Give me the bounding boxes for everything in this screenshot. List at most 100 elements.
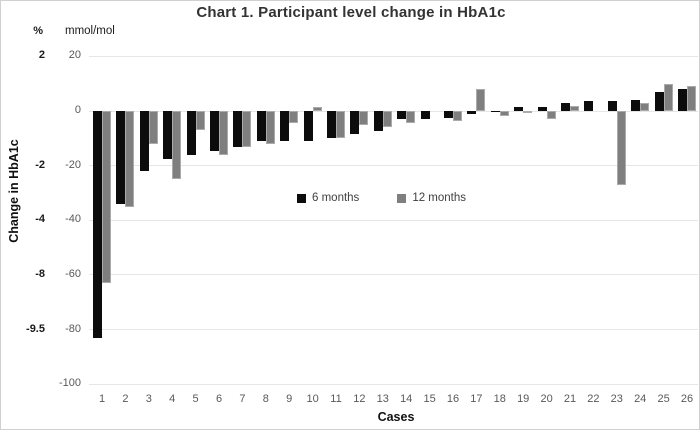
x-tick-case-21: 21 [563, 393, 577, 405]
bar-12-months-case-1 [102, 111, 111, 284]
y-tick-mmol--60: -60 [65, 267, 81, 280]
y-axis-title: Change in HbA1c [7, 139, 21, 243]
bar-12-months-case-21 [570, 105, 579, 111]
bar-12-months-case-20 [546, 111, 556, 120]
y-tick-mmol--40: -40 [65, 213, 81, 226]
bar-6-months-case-6 [210, 111, 219, 151]
y-tick-pct--2: -2 [35, 158, 45, 171]
bar-6-months-case-12 [350, 111, 360, 135]
gridline-20 [89, 55, 698, 57]
bar-12-months-case-11 [336, 111, 345, 139]
x-axis-title: Cases [377, 410, 415, 424]
bar-12-months-case-26 [687, 86, 696, 111]
x-tick-case-26: 26 [680, 393, 694, 405]
bar-6-months-case-2 [116, 111, 126, 204]
y-tick-pct--4: -4 [35, 213, 45, 226]
bar-6-months-case-20 [537, 106, 547, 111]
x-tick-case-25: 25 [657, 393, 670, 405]
y-tick-pct-2: 2 [38, 49, 45, 62]
x-tick-case-19: 19 [517, 393, 530, 405]
y-tick-mmol-20: 20 [68, 49, 81, 62]
y-tick-mmol--20: -20 [65, 158, 81, 171]
bar-6-months-case-19 [514, 106, 524, 111]
x-tick-case-8: 8 [262, 393, 269, 405]
gridline--40 [89, 219, 698, 221]
x-tick-case-20: 20 [540, 393, 553, 405]
gridline-0 [89, 110, 698, 112]
bar-6-months-case-7 [233, 111, 243, 147]
x-tick-case-6: 6 [215, 393, 223, 405]
x-tick-case-7: 7 [239, 393, 246, 405]
legend-swatch-6-months [297, 193, 306, 203]
x-tick-case-9: 9 [286, 393, 293, 405]
bar-6-months-case-13 [373, 111, 383, 132]
bar-12-months-case-12 [359, 111, 369, 125]
bar-6-months-case-16 [444, 111, 453, 118]
bar-6-months-case-25 [654, 91, 664, 111]
x-tick-case-3: 3 [145, 393, 152, 405]
x-tick-case-14: 14 [400, 393, 413, 405]
x-tick-case-23: 23 [610, 393, 623, 405]
bar-6-months-case-21 [561, 102, 570, 111]
legend-label-6-months: 6 months [312, 192, 360, 204]
bar-12-months-case-14 [406, 111, 416, 124]
bar-12-months-case-7 [242, 111, 252, 147]
x-tick-case-18: 18 [493, 393, 506, 405]
bar-12-months-case-5 [195, 111, 205, 131]
y-tick-mmol--100: -100 [58, 377, 81, 390]
bar-12-months-case-2 [125, 111, 135, 207]
bar-12-months-case-23 [616, 111, 626, 185]
bar-6-months-case-1 [93, 111, 102, 338]
x-tick-case-10: 10 [306, 393, 319, 405]
bar-12-months-case-24 [640, 102, 650, 111]
bar-12-months-case-10 [312, 106, 322, 111]
x-tick-case-2: 2 [122, 393, 129, 405]
x-tick-case-16: 16 [446, 393, 460, 405]
y-tick-pct--9.5: -9.5 [26, 322, 45, 335]
legend-swatch-12-months [397, 193, 407, 203]
bar-6-months-case-14 [397, 111, 407, 120]
bar-6-months-case-4 [163, 111, 173, 159]
x-tick-case-4: 4 [169, 393, 176, 405]
y-axis-unit-percent: % [33, 25, 43, 37]
x-tick-case-13: 13 [376, 393, 389, 405]
x-tick-case-11: 11 [330, 393, 342, 405]
x-tick-case-17: 17 [470, 393, 483, 405]
x-tick-case-24: 24 [634, 393, 647, 405]
y-tick-mmol-0: 0 [74, 104, 81, 116]
bar-12-months-case-9 [289, 111, 299, 124]
bar-6-months-case-9 [280, 111, 290, 142]
bar-6-months-case-3 [139, 111, 149, 172]
x-tick-case-22: 22 [587, 393, 600, 405]
bar-12-months-case-25 [663, 83, 673, 111]
legend-item-6-months: 6 months [297, 192, 359, 204]
bar-12-months-case-13 [382, 111, 392, 128]
bar-6-months-case-17 [467, 111, 477, 114]
bar-6-months-case-5 [186, 111, 196, 155]
bar-6-months-case-15 [420, 111, 430, 120]
x-tick-case-5: 5 [192, 393, 199, 405]
x-tick-case-15: 15 [423, 393, 436, 405]
bar-6-months-case-24 [631, 100, 641, 111]
bar-6-months-case-18 [490, 111, 500, 113]
y-axis-unit-mmol: mmol/mol [65, 25, 115, 37]
bar-12-months-case-18 [499, 111, 509, 117]
legend: 6 months 12 months [297, 192, 466, 204]
gridline--100 [89, 383, 698, 385]
gridline--80 [89, 329, 698, 331]
bar-12-months-case-3 [148, 111, 158, 144]
bar-6-months-case-10 [303, 111, 313, 142]
legend-label-12-months: 12 months [412, 192, 467, 204]
bar-6-months-case-11 [327, 111, 336, 139]
bar-12-months-case-8 [265, 111, 275, 144]
bar-12-months-case-4 [172, 111, 182, 180]
bar-12-months-case-16 [453, 111, 462, 121]
bar-6-months-case-22 [584, 101, 594, 111]
x-tick-case-1: 1 [98, 393, 106, 405]
gridline--60 [89, 274, 698, 276]
bar-12-months-case-17 [476, 89, 486, 111]
gridline--20 [89, 165, 698, 167]
bar-12-months-case-6 [219, 111, 228, 155]
bar-12-months-case-19 [523, 111, 533, 113]
